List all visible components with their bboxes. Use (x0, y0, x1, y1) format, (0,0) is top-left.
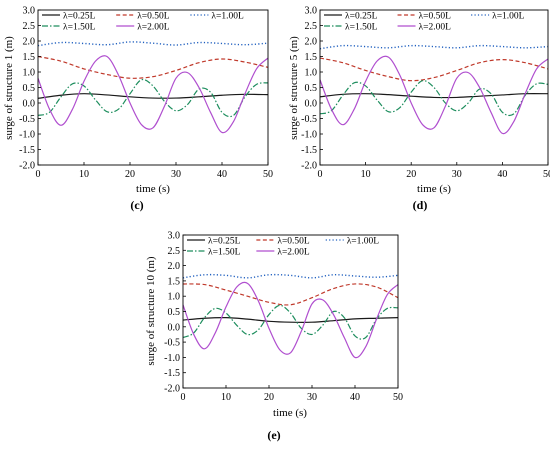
y-tick-label: -2.0 (164, 384, 180, 395)
y-axis-label: surge of structure 1 (m) (3, 36, 15, 140)
legend-label: λ=2.00L (419, 22, 452, 32)
legend-label: λ=1.50L (208, 247, 241, 257)
y-tick-label: 2.0 (305, 37, 318, 48)
panel-caption-e: (e) (267, 428, 281, 442)
x-tick-label: 40 (497, 169, 507, 180)
y-tick-label: 3.0 (168, 231, 181, 242)
y-tick-label: 0.0 (23, 99, 36, 110)
series-line-5 (183, 281, 398, 359)
x-axis-label: time (s) (417, 183, 451, 195)
x-tick-label: 0 (318, 169, 323, 180)
y-tick-label: -1.5 (19, 145, 35, 156)
legend-label: λ=2.00L (137, 22, 170, 32)
x-tick-label: 0 (36, 169, 41, 180)
y-tick-label: 1.0 (23, 68, 36, 79)
y-tick-label: 0.5 (305, 83, 318, 94)
y-tick-label: -1.5 (301, 145, 317, 156)
y-tick-label: 2.5 (168, 246, 181, 257)
legend-label: λ=0.25L (63, 11, 96, 21)
y-tick-label: 1.0 (305, 68, 318, 79)
series-line-1 (320, 93, 548, 99)
x-tick-label: 10 (221, 392, 231, 403)
x-tick-label: 20 (406, 169, 416, 180)
legend-label: λ=0.50L (277, 236, 310, 246)
y-tick-label: 1.5 (305, 52, 318, 63)
y-tick-label: -2.0 (301, 161, 317, 172)
x-tick-label: 50 (393, 392, 403, 403)
x-tick-label: 40 (350, 392, 360, 403)
y-tick-label: -0.5 (164, 338, 180, 349)
x-axis-label: time (s) (136, 183, 170, 195)
surge-chart-structure-10: surge of structure 10 (m) time (s) -2.0 -… (145, 231, 403, 420)
x-axis-label: time (s) (273, 407, 307, 419)
x-tick-label: 20 (125, 169, 135, 180)
y-tick-label: 0.0 (168, 322, 181, 333)
series-line-3 (320, 44, 548, 50)
y-tick-label: -1.0 (301, 130, 317, 141)
x-tick-label: 10 (79, 169, 89, 180)
y-tick-label: 1.5 (168, 276, 181, 287)
series-line-3 (183, 273, 398, 279)
legend-label: λ=1.00L (347, 236, 380, 246)
y-tick-label: 2.5 (23, 21, 36, 32)
y-tick-label: 1.0 (168, 292, 181, 303)
x-tick-label: 30 (452, 169, 462, 180)
y-tick-label: 2.5 (305, 21, 318, 32)
y-tick-label: 2.0 (23, 37, 36, 48)
series-line-5 (320, 55, 548, 135)
y-tick-label: 0.5 (168, 307, 181, 318)
y-tick-label: 0.0 (305, 99, 318, 110)
series-line-5 (38, 55, 268, 134)
x-tick-label: 30 (307, 392, 317, 403)
surge-chart-structure-5: surge of structure 5 (m) time (s) -2.0 -1… (288, 6, 550, 196)
legend-label: λ=2.00L (277, 247, 310, 257)
legend-label: λ=0.50L (137, 11, 170, 21)
x-tick-label: 10 (361, 169, 371, 180)
x-tick-label: 50 (263, 169, 273, 180)
y-tick-label: 3.0 (23, 6, 36, 17)
surge-chart-structure-1: surge of structure 1 (m) time (s) -2.0 -1… (3, 6, 273, 196)
legend-label: λ=1.00L (211, 11, 244, 21)
plot-frame (319, 9, 549, 166)
series-line-2 (320, 57, 548, 82)
x-tick-label: 0 (181, 392, 186, 403)
legend-label: λ=1.00L (492, 11, 525, 21)
series-line-4 (320, 80, 548, 117)
x-tick-label: 20 (264, 392, 274, 403)
y-tick-label: -0.5 (19, 114, 35, 125)
y-tick-label: 0.5 (23, 83, 36, 94)
y-tick-label: -1.5 (164, 368, 180, 379)
x-tick-label: 30 (171, 169, 181, 180)
plot-frame (182, 234, 399, 389)
y-tick-label: -0.5 (301, 114, 317, 125)
y-tick-label: 1.5 (23, 52, 36, 63)
legend-label: λ=0.50L (419, 11, 452, 21)
legend-label: λ=0.25L (345, 11, 378, 21)
y-axis-label: surge of structure 5 (m) (288, 36, 300, 140)
y-tick-label: -1.0 (19, 130, 35, 141)
y-tick-label: 3.0 (305, 6, 318, 17)
series-line-1 (38, 93, 268, 99)
plot-frame (37, 9, 269, 166)
legend-label: λ=1.50L (345, 22, 378, 32)
panel-caption-d: (d) (412, 198, 428, 212)
y-tick-label: -1.0 (164, 353, 180, 364)
x-tick-label: 50 (543, 169, 550, 180)
y-tick-label: -2.0 (19, 161, 35, 172)
legend-label: λ=1.50L (63, 22, 96, 32)
y-axis-label: surge of structure 10 (m) (145, 256, 157, 365)
panel-caption-c: (c) (130, 198, 144, 212)
series-line-4 (183, 304, 398, 340)
legend-label: λ=0.25L (208, 236, 241, 246)
series-line-3 (38, 41, 268, 47)
y-tick-label: 2.0 (168, 261, 181, 272)
series-line-2 (183, 283, 398, 306)
series-line-1 (183, 316, 398, 323)
x-tick-label: 40 (217, 169, 227, 180)
series-line-2 (38, 55, 268, 79)
